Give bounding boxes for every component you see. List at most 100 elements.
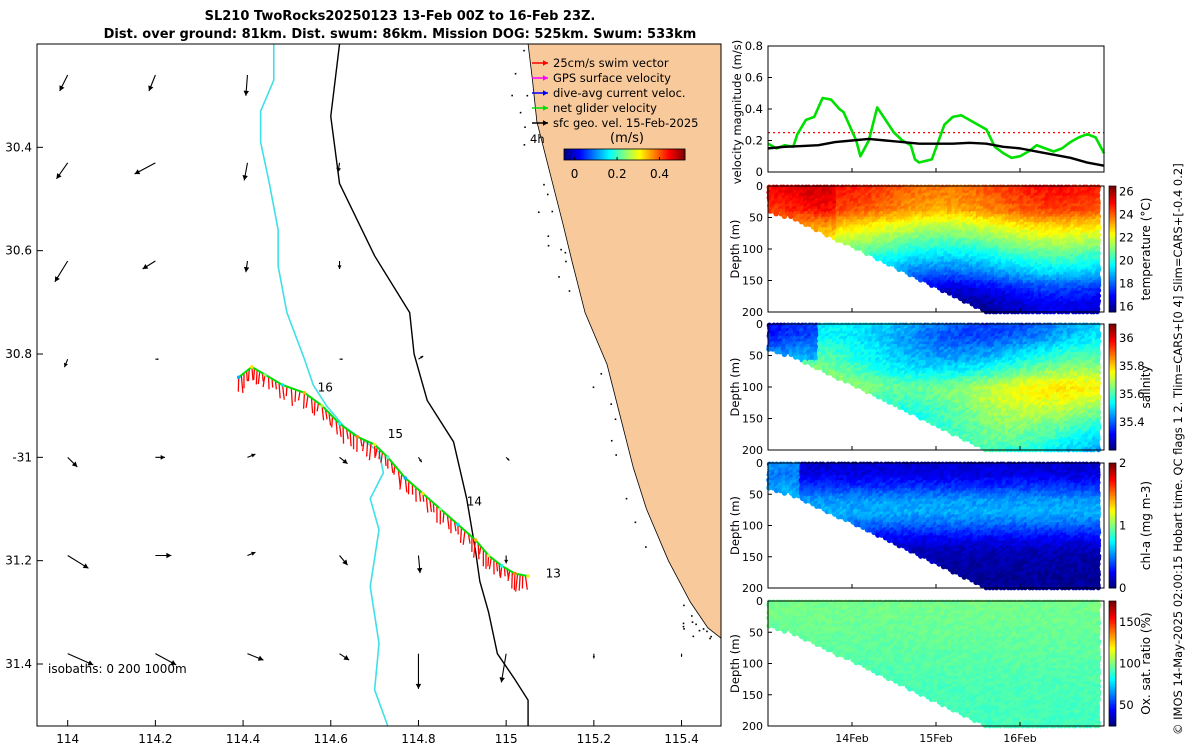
swim-vector [267, 376, 270, 390]
geo-velocity-arrow-head [54, 276, 60, 282]
geo-velocity-arrow-head [134, 169, 141, 175]
geo-velocity-arrow-head [251, 453, 256, 458]
section-ylabel: Depth (m) [728, 220, 742, 279]
map-y-tick-label: 30.8 [5, 347, 32, 361]
swim-vector [378, 449, 381, 460]
colorbar-cell [636, 149, 640, 160]
swim-vector [478, 546, 482, 555]
day-label-15: 15 [388, 427, 403, 441]
colorbar-cell [622, 149, 625, 160]
velocity-series-0 [767, 96, 1106, 164]
section-y-tick-label: 150 [742, 275, 763, 288]
section-y-tick-label: 50 [749, 212, 763, 225]
section-point [838, 237, 844, 243]
geo-velocity-arrow-head [336, 167, 342, 173]
velocity-y-tick-label: 0.2 [745, 134, 763, 148]
geo-velocity-arrow-head [243, 90, 249, 96]
swim-vector [262, 374, 266, 388]
colorbar-label: temperature (°C) [1139, 198, 1153, 301]
geo-velocity-arrow [243, 260, 250, 273]
coastal-rock [523, 144, 526, 146]
swim-vector [321, 405, 325, 421]
swim-vector [384, 454, 387, 466]
track-point [456, 522, 460, 527]
geo-velocity-arrow [416, 555, 423, 574]
geo-velocity-arrow [418, 457, 423, 463]
colorbar-cell [632, 149, 636, 160]
map-x-tick-label: 114.8 [401, 732, 435, 746]
swim-vector [380, 452, 384, 463]
colorbar-tick-label: 24 [1119, 208, 1134, 222]
coastal-rock [537, 211, 540, 214]
colorbar-tick-label: 20 [1119, 253, 1134, 267]
geo-velocity-arrow-head [59, 85, 65, 91]
geo-velocity-arrow [155, 552, 172, 559]
swim-vector [247, 368, 250, 382]
coastal-rock [526, 94, 529, 97]
swim-vector [404, 477, 408, 493]
colorbar-cell [576, 149, 579, 160]
swim-vector [257, 371, 261, 385]
track-point [421, 491, 425, 496]
colorbar-tick-label: 26 [1119, 185, 1134, 199]
geo-velocity-arrow-head [342, 559, 348, 566]
colorbar-cell [682, 149, 686, 160]
coastal-rock [523, 49, 525, 52]
geo-velocity-arrow [134, 162, 156, 175]
geo-velocity-arrow [336, 162, 342, 173]
geo-velocity-arrow-head [242, 175, 248, 181]
colorbar-tick-label: 0.2 [608, 167, 627, 181]
swim-vector [488, 557, 492, 570]
coastal-rock [702, 628, 705, 630]
swim-vector [245, 371, 248, 382]
map-x-tick-label: 114.4 [226, 732, 260, 746]
isobath-200m [259, 44, 389, 726]
colorbar-cell [588, 149, 591, 160]
coastal-rock [610, 403, 613, 405]
colorbar-cell [680, 149, 684, 160]
map-y-tick-label: 31.2 [5, 554, 32, 568]
colorbar-cell [584, 149, 587, 160]
geo-velocity-arrow-head [166, 552, 172, 559]
geo-velocity-arrow-head [499, 677, 505, 683]
geo-velocity-arrow [415, 653, 422, 689]
track-point [355, 434, 359, 439]
coastal-rock [683, 628, 685, 630]
swim-vector [487, 555, 490, 567]
map-x-tick-label: 115 [495, 732, 518, 746]
coastal-rock [634, 521, 637, 524]
legend-swatch-3-head [543, 105, 548, 111]
colorbar-cell [634, 149, 638, 160]
geo-velocity-arrow [56, 162, 69, 180]
track-point [499, 564, 504, 568]
track-point [263, 372, 267, 377]
geo-velocity-arrow-head [341, 358, 343, 360]
colorbar-cell [578, 149, 581, 160]
swim-vector [255, 369, 258, 385]
coastal-rock [706, 630, 708, 633]
swim-vector [271, 378, 274, 388]
velocity-y-tick-label: 0.4 [745, 102, 763, 116]
colorbar-cell [606, 149, 609, 160]
swim-vector [297, 391, 301, 401]
swim-vector [361, 439, 365, 452]
geo-velocity-arrow-head [504, 559, 509, 564]
colorbar-cell [670, 149, 674, 160]
colorbar-cell [580, 149, 583, 160]
colorbar-cell [630, 149, 634, 160]
swim-vector [294, 389, 297, 402]
colorbar-cell [624, 149, 628, 160]
swim-vector [518, 574, 521, 591]
colorbar-tick-label: 0.4 [650, 167, 669, 181]
geo-velocity-arrow-head [343, 655, 350, 661]
colorbar-cell [598, 149, 601, 160]
legend-swatch-2 [532, 90, 548, 96]
track-point [526, 574, 530, 578]
legend-label-1: GPS surface velocity [553, 71, 671, 85]
geo-velocity-arrow-head [170, 660, 177, 665]
geo-velocity-arrow-head [419, 459, 422, 463]
swim-vector [390, 461, 394, 473]
swim-vector [459, 527, 463, 543]
